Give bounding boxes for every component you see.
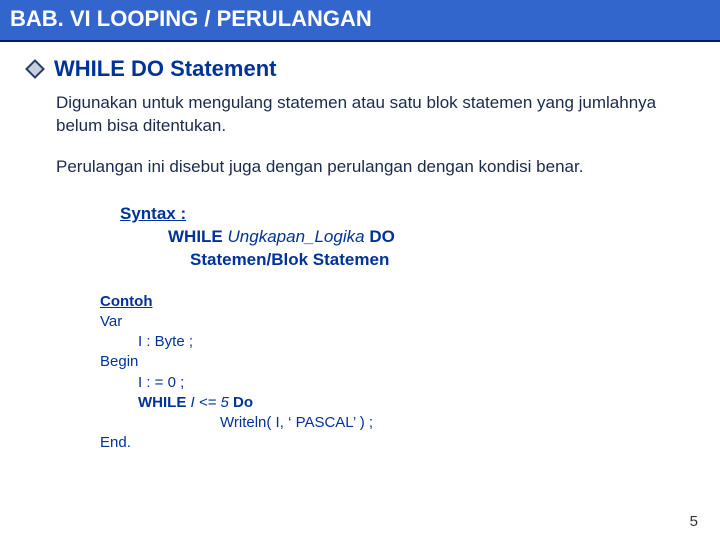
section-heading-row: WHILE DO Statement xyxy=(0,42,720,82)
code-while-kw: WHILE xyxy=(138,394,186,411)
syntax-block: Syntax : WHILE Ungkapan_Logika DO Statem… xyxy=(0,179,720,272)
syntax-line-2: Statemen/Blok Statemen xyxy=(120,249,720,272)
example-label: Contoh xyxy=(100,292,720,312)
code-do-kw: Do xyxy=(233,394,253,411)
code-line-writeln: Writeln( I, ‘ PASCAL’ ) ; xyxy=(100,413,720,433)
syntax-expression: Ungkapan_Logika xyxy=(228,227,365,246)
chapter-title-bar: BAB. VI LOOPING / PERULANGAN xyxy=(0,0,720,42)
section-heading: WHILE DO Statement xyxy=(54,56,276,82)
code-while-cond: I <= 5 xyxy=(191,394,229,411)
example-block: Contoh Var I : Byte ; Begin I : = 0 ; WH… xyxy=(0,272,720,454)
syntax-line-1: WHILE Ungkapan_Logika DO xyxy=(120,226,720,249)
code-line-assign: I : = 0 ; xyxy=(100,373,720,393)
syntax-while-keyword: WHILE xyxy=(168,227,223,246)
code-line-var: Var xyxy=(100,312,720,332)
chapter-title: BAB. VI LOOPING / PERULANGAN xyxy=(10,6,372,31)
code-line-while: WHILE I <= 5 Do xyxy=(100,393,720,413)
paragraph-1: Digunakan untuk mengulang statemen atau … xyxy=(0,82,720,138)
diamond-bullet-icon xyxy=(25,59,45,79)
page-number: 5 xyxy=(690,513,698,530)
paragraph-2: Perulangan ini disebut juga dengan perul… xyxy=(0,138,720,179)
code-line-decl: I : Byte ; xyxy=(100,332,720,352)
syntax-label: Syntax : xyxy=(120,203,720,226)
syntax-do-keyword: DO xyxy=(369,227,395,246)
code-line-begin: Begin xyxy=(100,352,720,372)
code-line-end: End. xyxy=(100,433,720,453)
